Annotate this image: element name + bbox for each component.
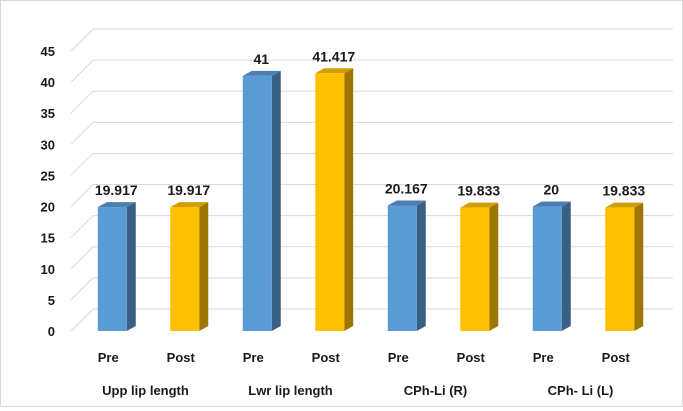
gridline-depth <box>70 308 94 332</box>
data-label: 19.833 <box>457 183 500 199</box>
bar <box>170 202 209 331</box>
bars <box>97 68 644 331</box>
x-group-label: CPh- Li (L) <box>548 383 614 398</box>
bar <box>605 202 644 331</box>
bar-side <box>126 202 136 331</box>
bar-top <box>97 202 136 208</box>
x-category-label: Pre <box>388 350 409 365</box>
bar-top <box>170 202 209 208</box>
y-tick-label: 40 <box>41 75 55 90</box>
y-tick-label: 25 <box>41 168 55 183</box>
x-category-label: Pre <box>98 350 119 365</box>
bar-front <box>242 75 272 331</box>
x-category-label: Post <box>602 350 631 365</box>
y-tick-label: 5 <box>48 293 55 308</box>
bar <box>387 200 426 331</box>
gridline-depth <box>70 153 94 176</box>
x-axis-labels: Pre Post Upp lip length Pre Post Lwr lip leng… <box>98 350 631 398</box>
bar <box>242 70 281 331</box>
bar-top <box>532 201 571 207</box>
x-group-label: Lwr lip length <box>248 383 333 398</box>
y-tick-label: 0 <box>48 324 55 339</box>
y-axis-ticks: 0 5 10 15 20 25 30 35 40 45 <box>41 44 55 339</box>
x-category-label: Pre <box>533 350 554 365</box>
data-label: 20 <box>543 182 559 198</box>
y-tick-label: 45 <box>41 44 55 59</box>
bar-side <box>416 200 426 331</box>
gridlines <box>70 28 673 332</box>
bar <box>532 201 571 331</box>
gridline-depth <box>70 59 94 83</box>
x-group-label: Upp lip length <box>102 383 189 398</box>
bar-front <box>97 207 127 331</box>
data-label: 19.917 <box>95 182 138 198</box>
bar-side <box>634 202 644 331</box>
x-group-label: CPh-Li (R) <box>404 383 468 398</box>
gridline-depth <box>70 28 94 52</box>
gridline-depth <box>70 277 94 301</box>
bar-front <box>460 207 490 331</box>
x-category-label: Post <box>167 350 196 365</box>
gridline-depth <box>70 184 94 207</box>
data-label: 41 <box>253 51 269 67</box>
x-category-label: Pre <box>243 350 264 365</box>
data-label: 41.417 <box>312 48 355 64</box>
y-tick-label: 30 <box>41 137 55 152</box>
gridline-depth <box>70 215 94 239</box>
bar-top <box>315 68 354 74</box>
bar-side <box>561 201 571 331</box>
bar-top <box>605 202 644 208</box>
bar-side <box>199 202 209 331</box>
bar-front <box>605 207 635 331</box>
gridline-depth <box>70 121 94 145</box>
bar <box>315 68 354 331</box>
bar <box>460 202 499 331</box>
bar-top <box>460 202 499 208</box>
bar-front <box>532 206 562 331</box>
bar-front <box>170 207 200 331</box>
y-tick-label: 15 <box>41 231 55 246</box>
bar-side <box>344 68 354 331</box>
y-tick-label: 10 <box>41 262 55 277</box>
y-tick-label: 35 <box>41 106 55 121</box>
x-category-label: Post <box>312 350 341 365</box>
data-label: 19.833 <box>602 183 645 199</box>
bar-side <box>271 70 281 331</box>
x-category-label: Post <box>457 350 486 365</box>
data-labels: 19.917 19.917 41 41.417 20.167 19.833 20 19.833 <box>95 48 646 198</box>
gridline-depth <box>70 90 94 114</box>
bar-front <box>315 73 345 331</box>
y-tick-label: 20 <box>41 200 55 215</box>
data-label: 19.917 <box>167 182 210 198</box>
bar-side <box>489 202 499 331</box>
gridline-depth <box>70 246 94 270</box>
bar-front <box>387 205 417 331</box>
data-label: 20.167 <box>385 181 428 197</box>
bar-top <box>242 70 281 76</box>
bar <box>97 202 136 331</box>
bar-top <box>387 200 426 206</box>
